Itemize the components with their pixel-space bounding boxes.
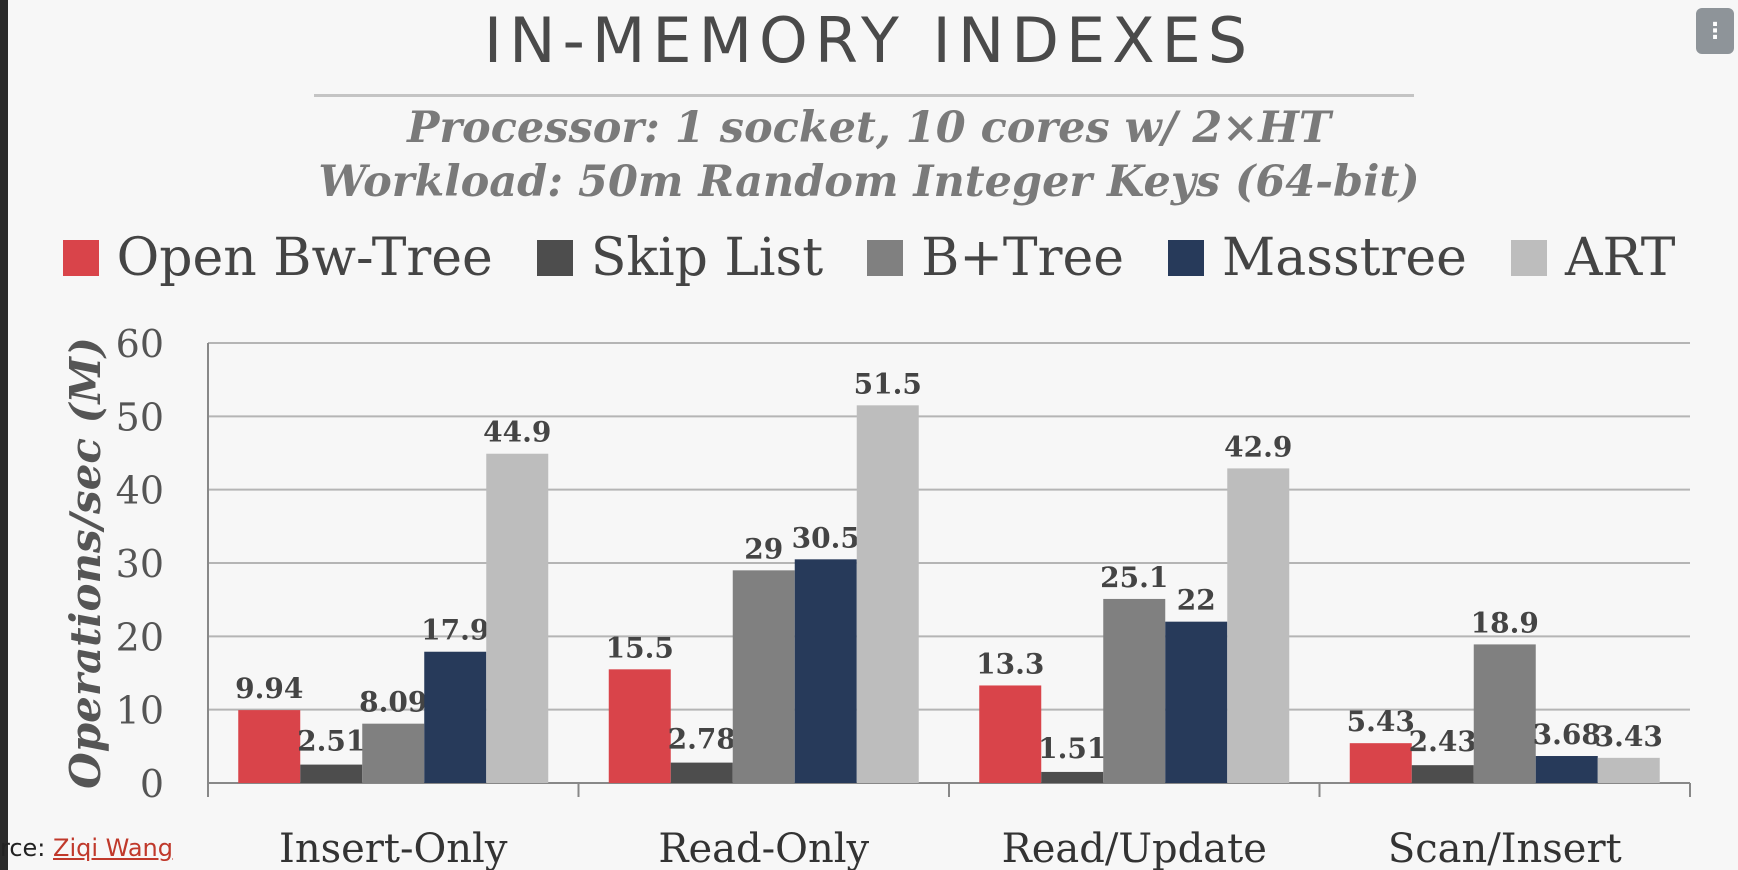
legend-item: B+Tree [867, 228, 1124, 288]
bar [979, 685, 1042, 783]
data-label: 42.9 [1224, 430, 1292, 463]
legend-label: Masstree [1222, 228, 1467, 288]
bar [732, 570, 795, 783]
bar [1411, 765, 1474, 783]
bar [424, 651, 487, 783]
bar [1227, 468, 1290, 783]
legend-label: Skip List [590, 228, 824, 288]
legend-label: Open Bw-Tree [116, 228, 493, 288]
x-tick-label: Read-Only [658, 826, 869, 870]
x-tick-label: Read/Update [1002, 826, 1267, 870]
legend-swatch [1510, 240, 1547, 276]
y-tick-label: 0 [140, 762, 164, 806]
data-label: 44.9 [483, 416, 551, 449]
data-label: 22 [1177, 584, 1216, 617]
legend-item: ART [1510, 228, 1676, 288]
data-label: 2.43 [1409, 725, 1477, 758]
bar [1103, 598, 1166, 783]
data-label: 2.78 [668, 723, 736, 756]
y-tick-label: 30 [116, 542, 164, 586]
data-label: 25.1 [1100, 561, 1168, 594]
source-credit: rce: Ziqi Wang [0, 834, 173, 862]
legend-swatch [867, 240, 904, 276]
bar [1165, 621, 1228, 783]
subtitle-processor: Processor: 1 socket, 10 cores w/ 2×HT [407, 103, 1331, 153]
bar [1597, 757, 1660, 783]
credit-link[interactable]: Ziqi Wang [53, 834, 174, 862]
data-label: 15.5 [606, 631, 674, 664]
x-tick-label: Scan/Insert [1388, 826, 1622, 870]
y-axis-title: Operations/sec (M) [61, 337, 110, 789]
legend-swatch [536, 240, 573, 276]
legend-label: ART [1564, 228, 1676, 288]
data-label: 29 [744, 532, 783, 565]
legend-item: Open Bw-Tree [62, 228, 493, 288]
data-label: 17.9 [421, 614, 489, 647]
title-divider [314, 94, 1414, 97]
bar [670, 762, 733, 783]
bar [1473, 644, 1536, 783]
bar [486, 453, 549, 783]
data-label: 13.3 [976, 647, 1044, 680]
data-label: 1.51 [1038, 732, 1106, 765]
data-label: 5.43 [1347, 705, 1415, 738]
bar [362, 723, 425, 783]
data-label: 30.5 [792, 521, 860, 554]
bar [1535, 756, 1598, 783]
legend-item: Masstree [1168, 228, 1467, 288]
x-tick-label: Insert-Only [279, 826, 508, 870]
page-title: IN-MEMORY INDEXES [483, 4, 1255, 77]
data-label: 2.51 [297, 725, 365, 758]
bar [1041, 771, 1104, 783]
y-tick-label: 50 [116, 395, 164, 439]
subtitle-workload: Workload: 50m Random Integer Keys (64-bi… [318, 157, 1420, 207]
more-options-button[interactable]: ⋮ [1696, 8, 1734, 54]
legend-swatch [1168, 240, 1205, 276]
legend-label: B+Tree [921, 228, 1125, 288]
legend-swatch [62, 240, 99, 276]
data-label: 18.9 [1471, 606, 1539, 639]
bar [1349, 743, 1412, 783]
bar [300, 764, 363, 783]
y-tick-label: 40 [116, 469, 164, 513]
data-label: 51.5 [854, 367, 922, 400]
bar [608, 669, 671, 783]
y-tick-label: 20 [116, 615, 164, 659]
vertical-dots-icon: ⋮ [1704, 18, 1726, 44]
bar [238, 710, 301, 783]
credit-prefix: rce: [0, 834, 54, 862]
data-label: 9.94 [235, 672, 303, 705]
data-label: 8.09 [359, 686, 427, 719]
legend-item: Skip List [536, 228, 824, 288]
y-tick-label: 10 [116, 689, 164, 733]
data-label: 3.68 [1533, 718, 1601, 751]
bar [794, 559, 857, 783]
data-label: 3.43 [1595, 720, 1663, 753]
bar [856, 405, 919, 783]
window-edge [0, 0, 8, 870]
chart-legend: Open Bw-Tree Skip List B+Tree Masstree ART [0, 228, 1738, 288]
y-tick-label: 60 [116, 322, 164, 366]
